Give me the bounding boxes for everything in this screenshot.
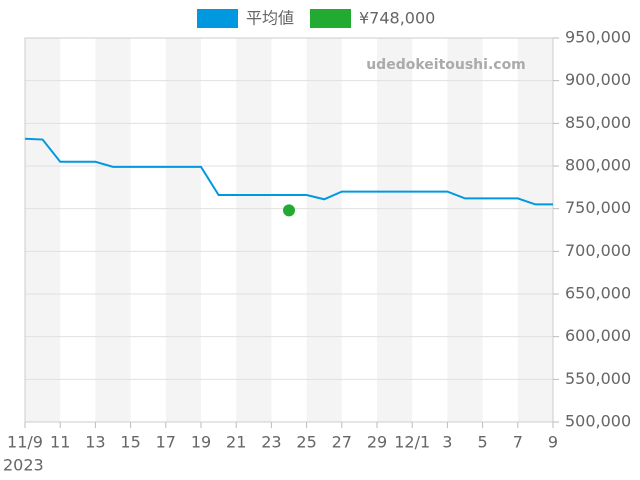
x-tick-label: 27	[332, 433, 352, 452]
y-tick-label: 500,000	[565, 412, 631, 431]
line	[24, 137, 553, 206]
legend-label: 平均値	[246, 9, 294, 28]
x-tick-label: 11	[50, 433, 70, 452]
x-tick-label: 29	[367, 433, 387, 452]
band	[25, 38, 61, 422]
x-tick-label: 17	[156, 433, 176, 452]
x-tick-label: 3	[442, 433, 452, 452]
band	[447, 38, 483, 422]
x-tick-label: 11/9	[7, 433, 43, 452]
watermark: udedokeitoushi.com	[366, 57, 526, 73]
band	[95, 38, 131, 422]
y-tick-label: 550,000	[565, 369, 631, 388]
x-tick-label: 13	[85, 433, 105, 452]
x-axis-label: 2023	[3, 456, 44, 475]
point	[283, 204, 295, 217]
band	[377, 38, 413, 422]
x-tick-label: 7	[513, 433, 523, 452]
legend-label: ¥748,000	[359, 9, 435, 28]
band	[306, 38, 342, 422]
x-tick-label: 19	[191, 433, 211, 452]
band	[236, 38, 272, 422]
x-tick-label: 23	[261, 433, 281, 452]
x-tick-label: 15	[120, 433, 140, 452]
band	[517, 38, 553, 422]
band	[165, 38, 201, 422]
plot-border	[24, 37, 554, 423]
x-tick-label: 21	[226, 433, 246, 452]
y-tick-label: 750,000	[565, 198, 631, 217]
legend-swatch	[310, 9, 351, 28]
x-tick-label: 12/1	[394, 433, 430, 452]
x-tick-label: 9	[548, 433, 558, 452]
y-tick-label: 950,000	[565, 28, 631, 47]
legend-swatch	[197, 9, 238, 28]
y-tick-label: 600,000	[565, 326, 631, 345]
bands	[25, 38, 553, 422]
y-tick-label: 850,000	[565, 113, 631, 132]
y-tick-label: 800,000	[565, 156, 631, 175]
y-tick-label: 700,000	[565, 241, 631, 260]
x-tick-label: 25	[296, 433, 316, 452]
y-tick-label: 650,000	[565, 284, 631, 303]
x-tick-label: 5	[478, 433, 488, 452]
y-tick-label: 900,000	[565, 70, 631, 89]
